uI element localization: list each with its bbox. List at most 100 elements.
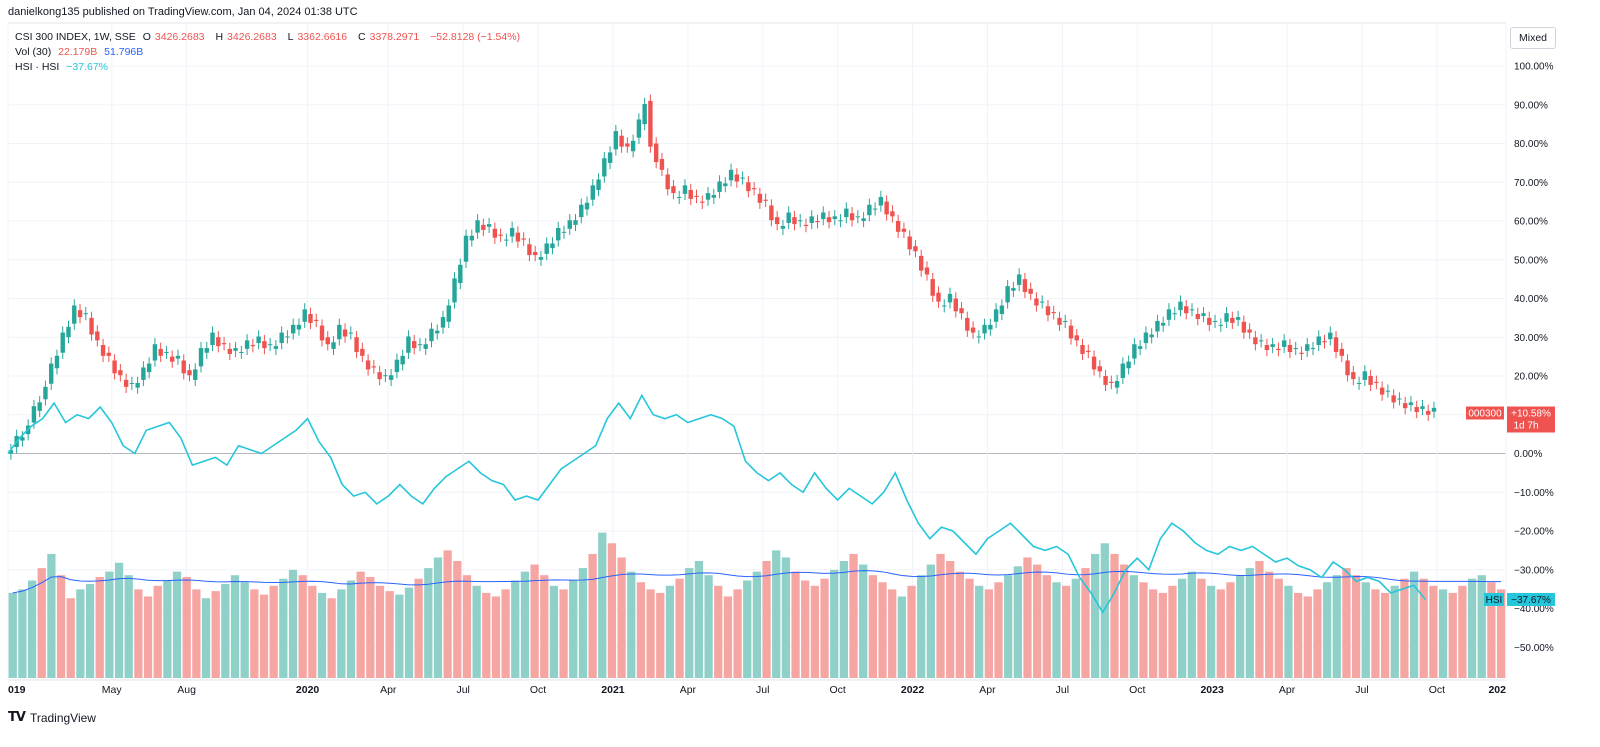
volume-bar <box>230 575 240 678</box>
candle <box>815 221 820 223</box>
candle <box>855 216 861 218</box>
candle <box>1063 320 1068 322</box>
candle <box>688 190 693 199</box>
scale-mode-button[interactable]: Mixed <box>1510 27 1556 49</box>
volume-bar <box>598 532 607 678</box>
candle <box>54 355 60 369</box>
volume-bar <box>1438 589 1448 678</box>
x-tick-label: 2021 <box>601 684 625 696</box>
candle <box>1016 274 1022 285</box>
volume-bar <box>433 557 443 678</box>
volume-bar <box>85 584 95 678</box>
volume-bar <box>221 584 230 678</box>
volume-bar <box>1322 582 1332 678</box>
candle <box>452 278 457 303</box>
volume-bar <box>1235 575 1245 678</box>
volume-bar <box>250 589 259 678</box>
volume-bar <box>1400 578 1409 678</box>
legend-main-row[interactable]: CSI 300 INDEX, 1W, SSE O 3426.2683 H 3426.… <box>15 30 524 45</box>
candle <box>37 402 42 411</box>
candle <box>1408 402 1414 406</box>
volume-bar <box>240 582 249 678</box>
volume-bar <box>18 589 27 678</box>
volume-bar <box>636 582 646 678</box>
volume-bar <box>1187 571 1196 678</box>
candle <box>527 244 532 256</box>
volume-bar <box>1110 553 1119 678</box>
volume-bar <box>627 571 636 678</box>
candle <box>43 386 48 400</box>
candle <box>1184 306 1189 314</box>
volume-bar <box>1380 592 1390 678</box>
volume-bar <box>1129 575 1138 678</box>
badge-hsi-change-bg <box>1507 592 1555 606</box>
candle <box>809 216 814 223</box>
volume-bar <box>897 596 906 678</box>
candle <box>1097 366 1103 372</box>
candle <box>175 355 181 359</box>
candle <box>774 217 780 225</box>
y-tick-label: 70.00% <box>1514 178 1548 189</box>
x-tick-label: Jul <box>456 684 469 696</box>
volume-bar <box>617 557 626 678</box>
candle <box>538 257 544 260</box>
tradingview-logo-icon: TV <box>8 710 26 725</box>
candle <box>314 319 319 321</box>
legend-change: −52.8128 (−1.54%) <box>430 31 521 43</box>
hsi-line <box>7 393 1426 614</box>
candle <box>965 317 970 331</box>
candle <box>492 228 498 238</box>
candle <box>221 343 227 345</box>
candle <box>544 243 549 254</box>
volume-bar <box>1371 589 1380 678</box>
volume-bar <box>839 561 849 678</box>
candle <box>239 351 244 353</box>
x-tick-label: Apr <box>380 684 397 696</box>
candle <box>1080 345 1085 354</box>
candle <box>509 227 515 237</box>
candle <box>630 140 636 152</box>
y-tick-label: 90.00% <box>1514 100 1548 111</box>
candle <box>135 382 140 388</box>
volume-bar <box>955 571 964 678</box>
volume-bar <box>665 585 675 678</box>
candle <box>285 336 290 338</box>
candle <box>440 317 446 328</box>
candle <box>924 267 930 275</box>
legend-volume-row[interactable]: Vol (30) 22.179B 51.796B <box>15 45 524 60</box>
y-tick-label: 100.00% <box>1514 62 1554 73</box>
candle <box>273 346 279 349</box>
candle <box>158 348 163 356</box>
candle <box>970 327 976 333</box>
y-tick-label: 30.00% <box>1514 333 1548 344</box>
volume-bar <box>1342 568 1351 678</box>
volume-bar <box>414 578 423 678</box>
candle <box>567 220 572 229</box>
candle <box>1022 279 1028 292</box>
legend-compare-row[interactable]: HSI · HSI −37.67% <box>15 60 524 75</box>
candle <box>1316 336 1321 345</box>
candle <box>1039 301 1045 303</box>
candle <box>700 201 705 203</box>
volume-bar <box>820 578 829 678</box>
candle <box>1195 314 1200 320</box>
legend-o-label: O <box>142 31 151 43</box>
candle <box>204 348 209 353</box>
volume-bar <box>772 550 781 678</box>
volume-bar <box>201 598 211 678</box>
candle <box>1057 317 1062 325</box>
candle <box>867 204 872 216</box>
volume-bar <box>27 580 37 678</box>
candle <box>1051 312 1056 314</box>
volume-bar <box>134 589 143 678</box>
candle <box>302 309 307 322</box>
volume-bar <box>153 585 162 678</box>
volume-bar <box>37 568 46 678</box>
candle <box>821 212 826 220</box>
candle <box>337 324 342 340</box>
candle <box>371 366 377 368</box>
volume-bar <box>395 594 404 678</box>
candle <box>988 324 993 330</box>
tradingview-footer[interactable]: TV TradingView <box>8 710 96 725</box>
